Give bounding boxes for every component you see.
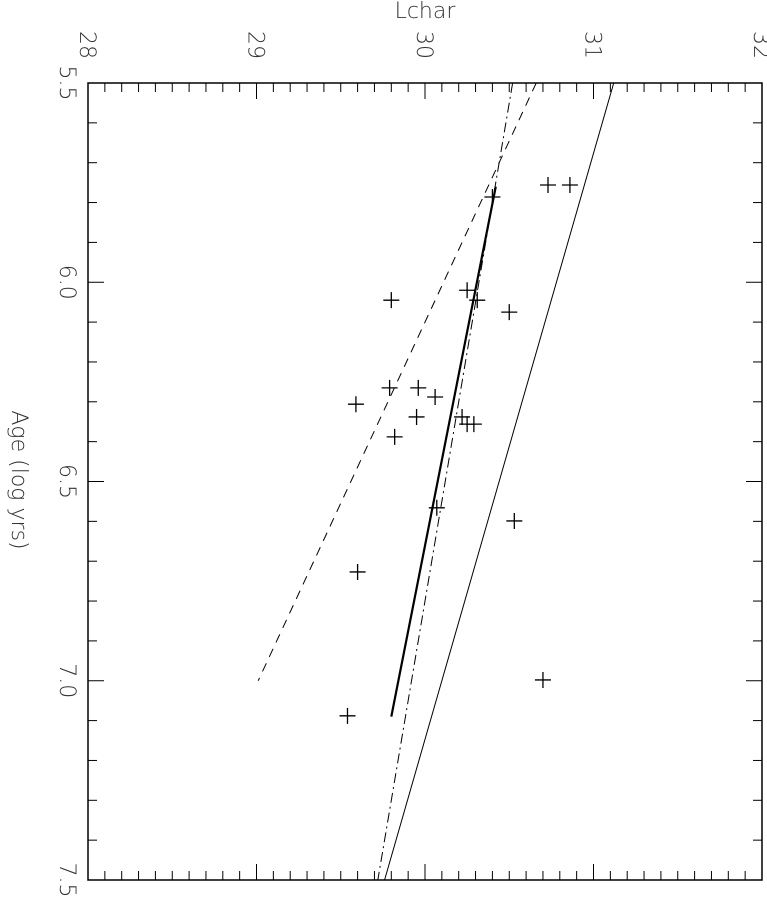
data-point [484,188,501,205]
x-tick-label: 6.5 [54,464,79,499]
data-point [469,292,486,309]
data-point [501,304,518,321]
x-axis-label: Age (log yrs) [6,410,31,549]
fit-line [257,82,537,681]
data-point [410,379,427,396]
plot-frame [87,82,763,881]
y-tick-label: 30 [411,31,436,59]
data-point [347,396,364,413]
data-point [349,563,366,580]
x-tick-label: 7.5 [54,863,79,898]
y-tick-label: 29 [243,31,268,59]
fit-line [384,82,615,881]
data-point [561,177,578,194]
data-point [339,707,356,724]
data-point [383,292,400,309]
y-axis-label: Lchar [395,0,457,24]
x-tick-label: 5.5 [54,66,79,101]
data-point [427,389,444,406]
data-point [465,416,482,433]
data-point [459,282,476,299]
data-point [381,379,398,396]
data-point [386,428,403,445]
y-tick-label: 31 [580,31,605,59]
data-point [540,177,557,194]
fit-line [390,186,497,717]
x-tick-label: 7.0 [54,663,79,698]
data-point [506,512,523,529]
y-tick-label: 28 [74,31,99,59]
x-tick-label: 6.0 [54,265,79,300]
y-tick-label: 32 [748,31,767,59]
data-point [408,408,425,425]
data-point [534,671,551,688]
data-point [428,499,445,516]
